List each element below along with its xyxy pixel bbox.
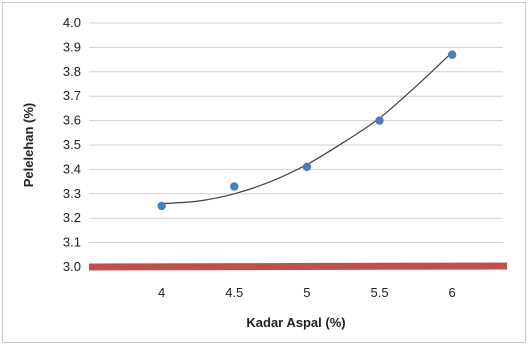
y-tick-label: 3.0 xyxy=(63,259,81,274)
y-tick-label: 3.1 xyxy=(63,235,81,250)
y-tick-label: 3.5 xyxy=(63,137,81,152)
trendline-group xyxy=(161,51,453,205)
x-axis-title: Kadar Aspal (%) xyxy=(246,315,345,330)
y-tick-label: 3.4 xyxy=(63,161,81,176)
data-point-0-1 xyxy=(230,182,239,191)
x-tick-label: 4.5 xyxy=(225,285,243,300)
x-tick-labels: 4 4.5 5 5.5 6 xyxy=(158,285,456,300)
trendline xyxy=(161,51,453,205)
data-point-0-0 xyxy=(157,201,166,211)
reference-line-group xyxy=(88,262,508,271)
data-point-0-3 xyxy=(375,116,384,125)
x-tick-label: 5 xyxy=(303,285,310,300)
chart-frame: 3.0 3.1 3.2 3.3 3.4 3.5 3.6 3.7 3.8 3.9 4.0 4 4.5 5 5… xyxy=(2,2,526,343)
data-points xyxy=(157,50,457,211)
y-tick-label: 4.0 xyxy=(63,15,81,30)
chart-svg: 3.0 3.1 3.2 3.3 3.4 3.5 3.6 3.7 3.8 3.9 4.0 4 4.5 5 5… xyxy=(21,15,508,330)
y-tick-label: 3.6 xyxy=(63,113,81,128)
data-point-0-4 xyxy=(447,50,457,59)
y-tick-label: 3.9 xyxy=(63,39,81,54)
x-tick-label: 4 xyxy=(158,285,165,300)
data-point-0-2 xyxy=(302,162,312,172)
x-tick-label: 5.5 xyxy=(370,285,388,300)
reference-line xyxy=(88,262,508,271)
y-tick-label: 3.7 xyxy=(63,88,81,103)
y-axis-title: Pelelehan (%) xyxy=(21,103,36,188)
grid-lines xyxy=(89,22,503,268)
y-tick-label: 3.3 xyxy=(63,186,81,201)
x-tick-label: 6 xyxy=(449,285,456,300)
y-tick-label: 3.8 xyxy=(63,64,81,79)
y-tick-labels: 3.0 3.1 3.2 3.3 3.4 3.5 3.6 3.7 3.8 3.9 4.0 xyxy=(63,15,81,274)
y-tick-label: 3.2 xyxy=(63,210,81,225)
